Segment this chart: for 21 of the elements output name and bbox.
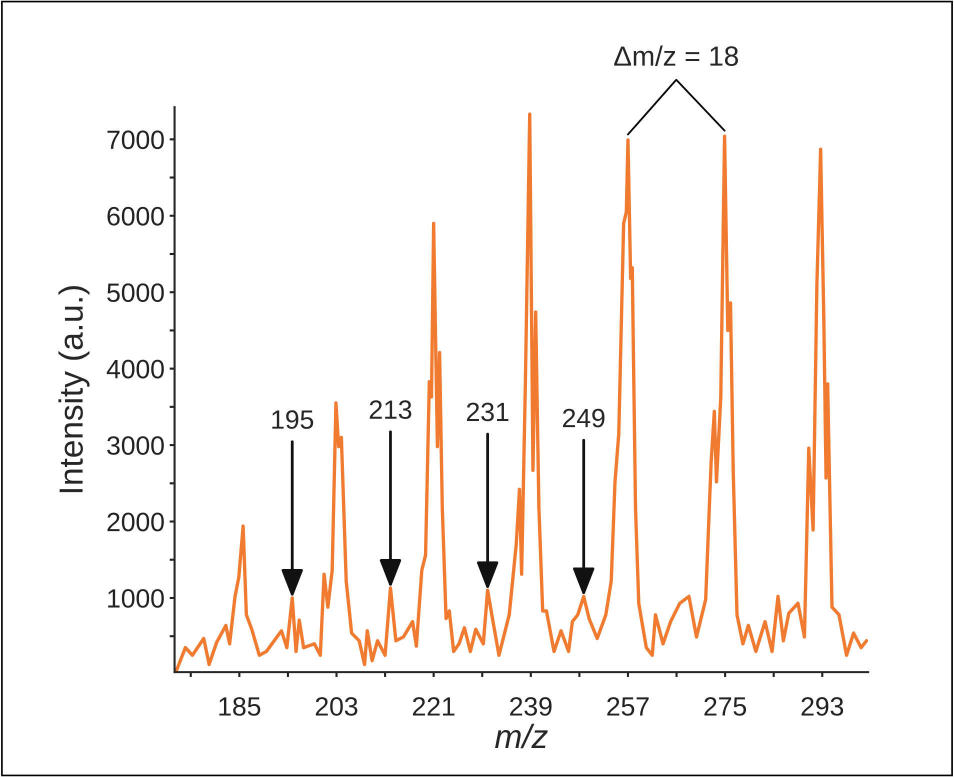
y-tick-label: 7000: [108, 130, 164, 150]
x-axis-title: m/z: [495, 724, 548, 748]
x-tick-label: 221: [412, 697, 454, 716]
x-tick-label: 239: [510, 697, 552, 716]
x-tick-label: 257: [607, 697, 649, 716]
annotation: Δm/z = 18: [614, 46, 738, 66]
annotation: 231: [466, 402, 508, 422]
y-tick-label: 5000: [107, 283, 164, 302]
x-tick-label: 293: [802, 697, 844, 716]
annotation: 195: [272, 410, 314, 429]
y-tick-label: 1000: [108, 589, 164, 608]
y-tick-label: 2000: [107, 512, 164, 532]
annotation: 249: [563, 408, 604, 428]
x-tick-label: 185: [219, 697, 260, 716]
annotation: 213: [370, 400, 412, 419]
y-tick-label: 6000: [108, 206, 164, 226]
x-tick-label: 275: [704, 697, 746, 716]
y-axis-title: Intensity (a.u.): [58, 286, 90, 492]
y-tick-label: 4000: [106, 360, 164, 378]
y-tick-label: 3000: [107, 436, 164, 455]
x-tick-label: 203: [316, 697, 358, 716]
